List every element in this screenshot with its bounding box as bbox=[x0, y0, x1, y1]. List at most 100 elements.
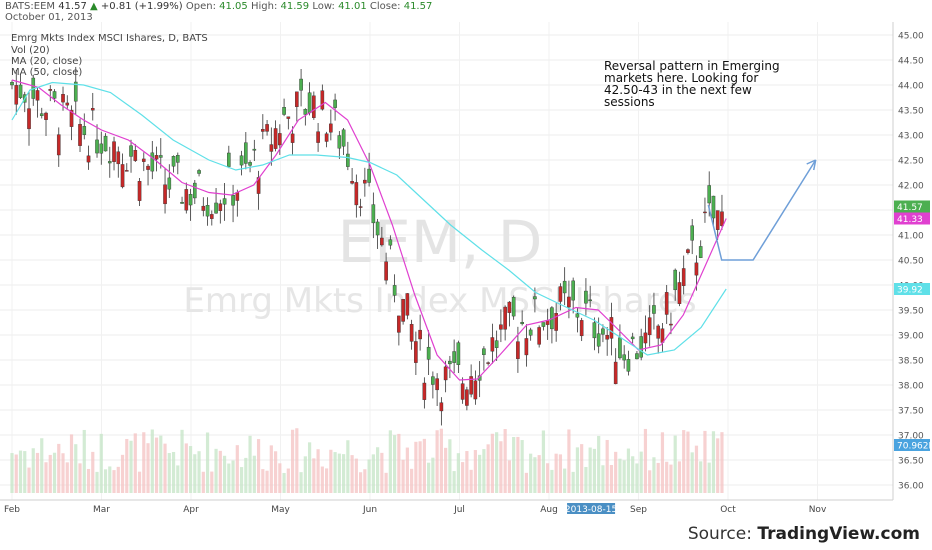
volume-bar bbox=[686, 431, 690, 493]
y-tick-label: 43.00 bbox=[898, 132, 924, 142]
x-tick-label: Nov bbox=[809, 505, 827, 515]
volume-bar bbox=[439, 428, 443, 493]
candle-body bbox=[715, 210, 720, 230]
volume-bar bbox=[490, 433, 494, 493]
candle-body bbox=[282, 107, 286, 115]
volume-bar bbox=[91, 451, 95, 493]
candle-body bbox=[10, 82, 14, 86]
volume-bar bbox=[529, 453, 533, 493]
candle-body bbox=[367, 168, 371, 183]
watermark-symbol: EEM, D bbox=[338, 208, 543, 276]
candle-body bbox=[227, 152, 231, 167]
volume-bar bbox=[350, 455, 354, 493]
volume-bar bbox=[303, 456, 307, 493]
candle-body bbox=[592, 322, 597, 339]
volume-bar bbox=[478, 454, 482, 493]
volume-bar bbox=[660, 432, 665, 493]
candle-body bbox=[673, 269, 677, 291]
volume-bar bbox=[125, 438, 129, 493]
volume-bar bbox=[193, 454, 197, 493]
candle-body bbox=[52, 91, 57, 99]
annotation-text[interactable]: Reversal pattern in Emerging markets her… bbox=[604, 59, 780, 109]
legend-ma50[interactable]: MA (50, close) bbox=[11, 67, 83, 78]
candle-body bbox=[265, 124, 269, 132]
volume-bar bbox=[265, 470, 269, 493]
candle-body bbox=[669, 323, 673, 326]
volume-bar bbox=[405, 447, 409, 493]
y-tick-label: 37.00 bbox=[898, 432, 924, 442]
volume-bar bbox=[299, 472, 303, 493]
y-tick-label: 41.00 bbox=[898, 232, 924, 242]
volume-bar bbox=[503, 429, 507, 493]
candle-body bbox=[494, 340, 499, 348]
volume-bar bbox=[567, 429, 571, 493]
legend-ma20[interactable]: MA (20, close) bbox=[11, 56, 83, 67]
volume-bar bbox=[99, 433, 103, 493]
volume-bar bbox=[427, 462, 431, 493]
candle-body bbox=[507, 301, 512, 313]
volume-bar bbox=[486, 444, 490, 493]
volume-bar bbox=[614, 451, 618, 493]
candle-body bbox=[48, 89, 53, 91]
candle-body bbox=[601, 328, 605, 335]
volume-bar bbox=[563, 468, 567, 493]
source-brand[interactable]: TradingView.com bbox=[757, 524, 920, 544]
volume-bar bbox=[452, 471, 456, 493]
candle-body bbox=[188, 194, 193, 206]
legend-title[interactable]: Emrg Mkts Index MSCI Ishares, D, BATS bbox=[11, 33, 208, 44]
price-label: 41.57 bbox=[897, 203, 923, 213]
candle-body bbox=[341, 129, 346, 147]
candle-body bbox=[137, 181, 142, 201]
candle-body bbox=[295, 91, 299, 107]
volume-bar bbox=[707, 462, 711, 493]
volume-bar bbox=[205, 432, 210, 493]
volume-bar bbox=[273, 451, 278, 493]
volume-bar bbox=[435, 430, 439, 493]
y-tick-label: 44.50 bbox=[898, 57, 924, 67]
candle-body bbox=[290, 133, 295, 143]
volume-bar bbox=[643, 428, 648, 493]
candle-body bbox=[448, 360, 452, 365]
volume-bar bbox=[35, 452, 40, 493]
candle-body bbox=[27, 108, 31, 130]
volume-bar bbox=[218, 450, 222, 493]
volume-bar bbox=[554, 453, 558, 493]
close-value: 41.57 bbox=[403, 1, 433, 12]
candle-body bbox=[401, 299, 405, 322]
volume-bar bbox=[171, 451, 176, 493]
volume-bar bbox=[665, 461, 669, 493]
source-credit: Source: TradingView.com bbox=[688, 524, 920, 544]
volume-bar bbox=[278, 463, 282, 493]
volume-bar bbox=[48, 454, 52, 493]
candle-body bbox=[244, 142, 248, 164]
legend-vol[interactable]: Vol (20) bbox=[11, 45, 50, 56]
ma20-line bbox=[11, 79, 727, 381]
open-value: 41.05 bbox=[219, 1, 248, 12]
watermark-name: Emrg Mkts Index MSCI Ishares bbox=[183, 281, 696, 321]
candle-body bbox=[210, 214, 214, 219]
x-tick-label: Jul bbox=[453, 505, 465, 515]
volume-bar bbox=[575, 447, 580, 493]
volume-bar bbox=[103, 469, 108, 493]
volume-bar bbox=[295, 428, 299, 493]
volume-bar bbox=[269, 445, 273, 493]
volume-bar bbox=[388, 430, 392, 493]
volume-bar bbox=[393, 435, 397, 493]
candle-body bbox=[418, 329, 422, 340]
volume-bar bbox=[163, 443, 167, 493]
price-label: 70.962M bbox=[897, 442, 932, 452]
price-label-bg bbox=[894, 200, 930, 213]
candle-body bbox=[388, 239, 393, 246]
volume-bar bbox=[703, 430, 707, 493]
candle-body bbox=[61, 94, 65, 103]
candle-body bbox=[73, 81, 78, 102]
y-tick-label: 36.00 bbox=[898, 482, 924, 492]
volume-bar bbox=[520, 440, 524, 493]
candle-body bbox=[324, 133, 329, 142]
candle-body bbox=[426, 346, 431, 360]
volume-bar bbox=[363, 469, 367, 493]
volume-bar bbox=[524, 472, 529, 493]
volume-bar bbox=[222, 455, 227, 493]
candle-body bbox=[686, 249, 690, 253]
volume-bar bbox=[444, 447, 448, 493]
